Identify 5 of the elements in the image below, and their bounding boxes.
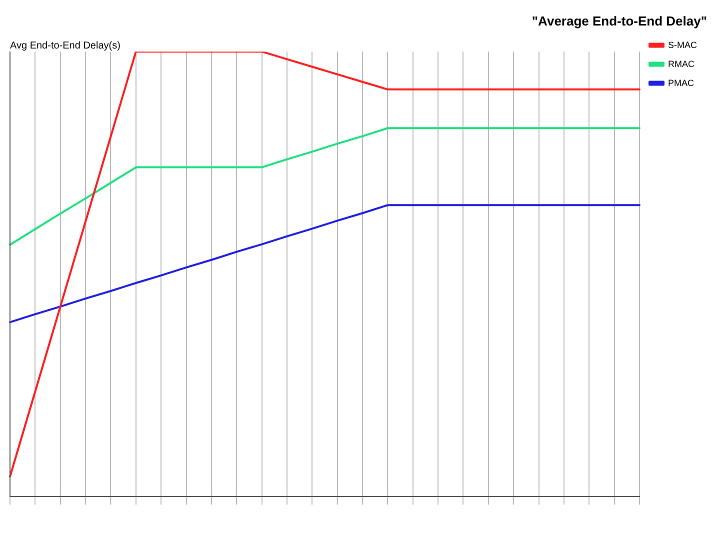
legend-label: S-MAC (668, 40, 698, 50)
chart-title: "Average End-to-End Delay" (532, 13, 707, 28)
legend-label: PMAC (668, 78, 695, 88)
y-axis-title: Avg End-to-End Delay(s) (10, 40, 120, 52)
legend-label: RMAC (668, 58, 695, 69)
